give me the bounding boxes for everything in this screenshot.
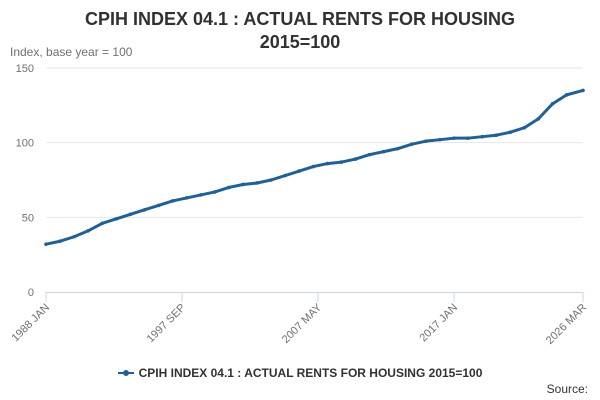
y-tick-label: 50	[22, 212, 34, 224]
chart-title-line2: 2015=100	[259, 32, 341, 52]
data-point	[86, 228, 91, 233]
data-point	[367, 152, 372, 157]
data-point	[564, 93, 569, 97]
data-point	[508, 130, 513, 135]
x-tick-label: 1988 JAN	[9, 302, 52, 345]
y-tick-label: 0	[28, 287, 34, 299]
x-tick-label: 2007 MAY	[280, 301, 325, 346]
data-point	[581, 88, 585, 93]
data-point	[325, 161, 330, 166]
chart-title: CPIH INDEX 04.1 : ACTUAL RENTS FOR HOUSI…	[0, 8, 600, 54]
data-point	[184, 196, 189, 200]
data-point	[72, 234, 76, 239]
data-point	[58, 239, 62, 244]
data-point	[142, 208, 147, 212]
y-axis-label: Index, base year = 100	[10, 45, 133, 59]
data-point	[213, 190, 217, 194]
data-point	[227, 185, 231, 190]
data-point	[156, 203, 161, 208]
data-point	[410, 142, 414, 146]
y-tick-label: 150	[16, 63, 34, 75]
data-point	[438, 137, 442, 142]
data-point	[241, 182, 245, 187]
y-tick-label: 100	[16, 138, 34, 150]
data-point	[353, 157, 358, 161]
data-point	[269, 178, 273, 182]
legend-label: CPIH INDEX 04.1 : ACTUAL RENTS FOR HOUSI…	[138, 366, 483, 380]
data-point	[536, 116, 541, 121]
data-point	[424, 139, 428, 143]
x-tick-label: 1997 SEP	[145, 302, 189, 346]
data-point	[466, 136, 470, 140]
data-point	[114, 217, 119, 221]
data-point	[494, 133, 499, 137]
data-point	[170, 199, 175, 203]
data-point	[283, 173, 287, 178]
data-point	[550, 102, 555, 106]
legend-swatch	[117, 369, 134, 376]
data-point	[297, 169, 302, 173]
data-point	[44, 242, 48, 247]
data-point	[395, 146, 400, 151]
data-point	[480, 134, 484, 139]
data-point	[100, 221, 105, 226]
x-tick-label: 2026 MAR	[544, 302, 589, 347]
data-point	[452, 136, 456, 140]
data-point	[339, 160, 344, 164]
data-point	[311, 164, 316, 169]
data-point	[128, 212, 133, 217]
x-tick-label: 2017 JAN	[418, 302, 461, 345]
legend[interactable]: CPIH INDEX 04.1 : ACTUAL RENTS FOR HOUSI…	[0, 366, 600, 380]
chart-title-line1: CPIH INDEX 04.1 : ACTUAL RENTS FOR HOUSI…	[84, 9, 516, 29]
data-point	[381, 149, 386, 154]
data-point	[522, 125, 527, 130]
source-label: Source:	[546, 382, 588, 396]
data-point	[198, 193, 203, 197]
data-point	[255, 181, 259, 185]
